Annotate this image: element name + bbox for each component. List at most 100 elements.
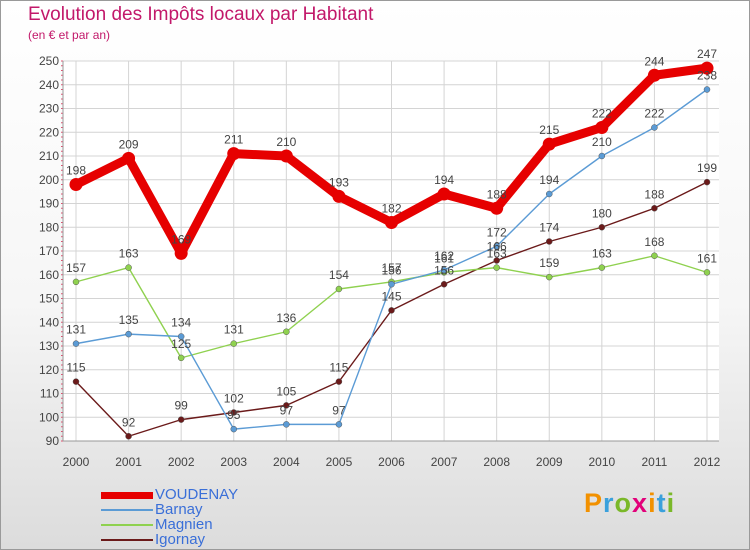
data-label: 198 <box>66 164 86 178</box>
data-point <box>651 205 658 212</box>
series-barnay <box>72 86 711 433</box>
y-tick-label: 180 <box>39 220 59 234</box>
logo-letter: r <box>603 488 615 518</box>
series-igornay <box>72 178 711 440</box>
data-label: 154 <box>329 268 349 282</box>
data-label: 194 <box>539 173 559 187</box>
data-point <box>125 433 132 440</box>
data-label: 97 <box>332 403 346 417</box>
y-tick-label: 170 <box>39 244 59 258</box>
data-label: 157 <box>381 261 401 275</box>
data-point <box>177 333 185 340</box>
logo-letter: P <box>584 488 604 518</box>
y-tick-label: 140 <box>39 315 59 329</box>
y-tick-label: 150 <box>39 292 59 306</box>
data-point <box>437 187 451 201</box>
data-label: 92 <box>122 415 136 429</box>
x-tick-label: 2007 <box>431 455 458 469</box>
data-point <box>177 416 185 423</box>
legend-label-igornay: Igornay <box>155 531 206 548</box>
data-label: 174 <box>539 221 559 235</box>
y-tick-label: 160 <box>39 268 59 282</box>
logo-letter: t <box>656 488 667 518</box>
data-label: 145 <box>381 289 401 303</box>
x-tick-label: 2012 <box>694 455 721 469</box>
data-label: 115 <box>329 361 348 375</box>
data-label: 193 <box>329 175 349 189</box>
x-tick-label: 2010 <box>588 455 615 469</box>
data-label: 163 <box>119 247 139 261</box>
data-point <box>230 425 237 433</box>
legend-swatch-igornay <box>101 539 153 541</box>
data-point <box>595 121 609 134</box>
data-label: 222 <box>592 107 612 121</box>
x-tick-label: 2006 <box>378 455 405 469</box>
data-label: 244 <box>644 54 664 68</box>
data-label: 102 <box>224 392 244 406</box>
data-point <box>703 178 711 186</box>
data-label: 157 <box>66 261 86 275</box>
data-point <box>125 264 132 271</box>
data-point <box>72 340 80 347</box>
y-tick-label: 110 <box>40 387 59 401</box>
data-label: 172 <box>487 225 507 239</box>
data-label: 105 <box>276 384 296 398</box>
data-label: 188 <box>487 187 507 201</box>
logo-letter: o <box>614 488 633 518</box>
data-label: 134 <box>171 316 191 330</box>
data-point <box>700 61 714 75</box>
series-voudenay <box>69 61 714 260</box>
x-tick-label: 2000 <box>63 455 90 469</box>
data-label: 162 <box>434 249 454 263</box>
y-tick-label: 210 <box>39 149 59 163</box>
legend-label-magnien: Magnien <box>155 516 213 533</box>
data-point <box>283 402 290 409</box>
x-tick-label: 2001 <box>115 455 142 469</box>
legend-swatch-magnien <box>101 524 153 526</box>
data-point <box>332 189 346 203</box>
data-point <box>440 281 448 288</box>
data-point <box>598 264 606 271</box>
data-point <box>598 152 606 160</box>
x-tick-label: 2002 <box>168 455 195 469</box>
data-point <box>122 151 136 165</box>
data-point <box>542 137 556 151</box>
x-tick-label: 2011 <box>642 455 668 469</box>
legend-swatch-barnay <box>101 509 153 511</box>
legend-swatch-voudenay <box>101 492 153 499</box>
data-point <box>174 246 188 260</box>
y-tick-label: 230 <box>39 102 59 116</box>
data-point <box>125 330 132 338</box>
data-label: 163 <box>487 247 507 261</box>
data-point <box>440 266 448 274</box>
data-label: 125 <box>171 337 191 351</box>
data-label: 188 <box>644 187 664 201</box>
data-label: 163 <box>592 247 612 261</box>
data-point <box>493 257 500 264</box>
y-tick-label: 130 <box>39 339 59 353</box>
data-point <box>69 178 83 191</box>
data-point <box>651 124 658 131</box>
x-tick-label: 2008 <box>483 455 510 469</box>
data-point <box>703 86 711 93</box>
data-label: 210 <box>592 135 612 149</box>
data-point <box>335 378 343 385</box>
data-point <box>647 68 661 82</box>
data-point <box>546 190 553 198</box>
data-point <box>546 238 553 245</box>
data-label: 222 <box>644 107 664 121</box>
chart-title: Evolution des Impôts locaux par Habitant <box>28 4 374 25</box>
data-point <box>335 421 343 428</box>
data-label: 182 <box>381 202 401 216</box>
x-tick-label: 2005 <box>326 455 353 469</box>
data-point <box>385 216 398 229</box>
data-label: 169 <box>171 232 191 246</box>
data-point <box>335 285 343 293</box>
data-point <box>230 409 237 416</box>
data-point <box>490 201 504 215</box>
data-label: 215 <box>539 123 559 137</box>
data-label: 161 <box>434 251 454 265</box>
chart-subtitle: (en € et par an) <box>28 28 111 42</box>
legend-label-barnay: Barnay <box>155 501 203 518</box>
